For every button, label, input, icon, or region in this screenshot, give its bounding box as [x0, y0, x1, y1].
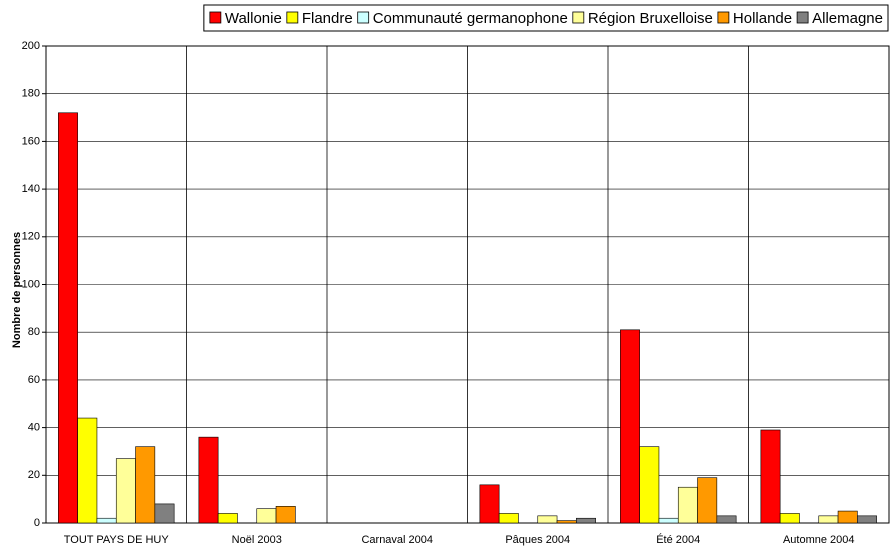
bar	[779, 513, 800, 524]
y-tick-label: 200	[22, 40, 40, 52]
bar	[96, 517, 117, 524]
bar	[498, 513, 519, 524]
bar	[658, 517, 679, 524]
bar	[697, 477, 718, 524]
legend-swatch	[286, 11, 299, 24]
x-tick-label: Carnaval 2004	[361, 534, 433, 546]
y-tick-label: 100	[22, 278, 40, 290]
bar	[857, 515, 877, 524]
legend	[203, 4, 889, 32]
y-tick-label: 180	[22, 88, 40, 100]
legend-swatch	[572, 11, 585, 24]
legend-label: Communauté germanophone	[373, 10, 568, 27]
bar	[556, 520, 577, 524]
x-tick-label: TOUT PAYS DE HUY	[64, 534, 170, 546]
bar	[818, 515, 839, 524]
bar	[135, 446, 156, 524]
bar	[217, 513, 238, 524]
y-tick-label: 20	[28, 469, 40, 481]
legend-swatch	[209, 11, 222, 24]
bar	[256, 508, 277, 524]
bar	[154, 503, 175, 524]
bar	[537, 515, 558, 524]
x-tick-label: Été 2004	[656, 533, 700, 546]
bar	[576, 517, 596, 524]
legend-label: Allemagne	[812, 10, 883, 27]
bar	[677, 486, 698, 524]
x-tick-label: Automne 2004	[783, 534, 855, 546]
legend-label: Région Bruxelloise	[588, 10, 713, 27]
legend-label: Flandre	[302, 10, 353, 27]
x-tick-label: Pâques 2004	[505, 534, 570, 546]
y-tick-label: 80	[28, 326, 40, 338]
legend-swatch	[357, 11, 370, 24]
legend-label: Wallonie	[225, 10, 282, 27]
y-tick-label: 0	[34, 517, 40, 529]
y-tick-label: 40	[28, 422, 40, 434]
bar	[639, 446, 660, 524]
legend-swatch	[796, 11, 809, 24]
bar	[77, 417, 98, 524]
legend-label: Hollande	[733, 10, 792, 27]
y-tick-label: 120	[22, 231, 40, 243]
y-tick-label: 160	[22, 135, 40, 147]
bar	[275, 506, 296, 524]
bar	[198, 436, 219, 524]
x-tick-label: Noël 2003	[232, 534, 282, 546]
y-axis-label: Nombre de personnes	[11, 232, 23, 348]
bar	[716, 515, 737, 524]
bar	[760, 429, 781, 524]
bar	[58, 112, 78, 524]
bar	[479, 484, 500, 524]
bar	[620, 329, 640, 524]
bar	[837, 510, 858, 524]
bar	[115, 458, 136, 524]
legend-swatch	[717, 11, 730, 24]
y-tick-label: 60	[28, 374, 40, 386]
y-tick-label: 140	[22, 183, 40, 195]
